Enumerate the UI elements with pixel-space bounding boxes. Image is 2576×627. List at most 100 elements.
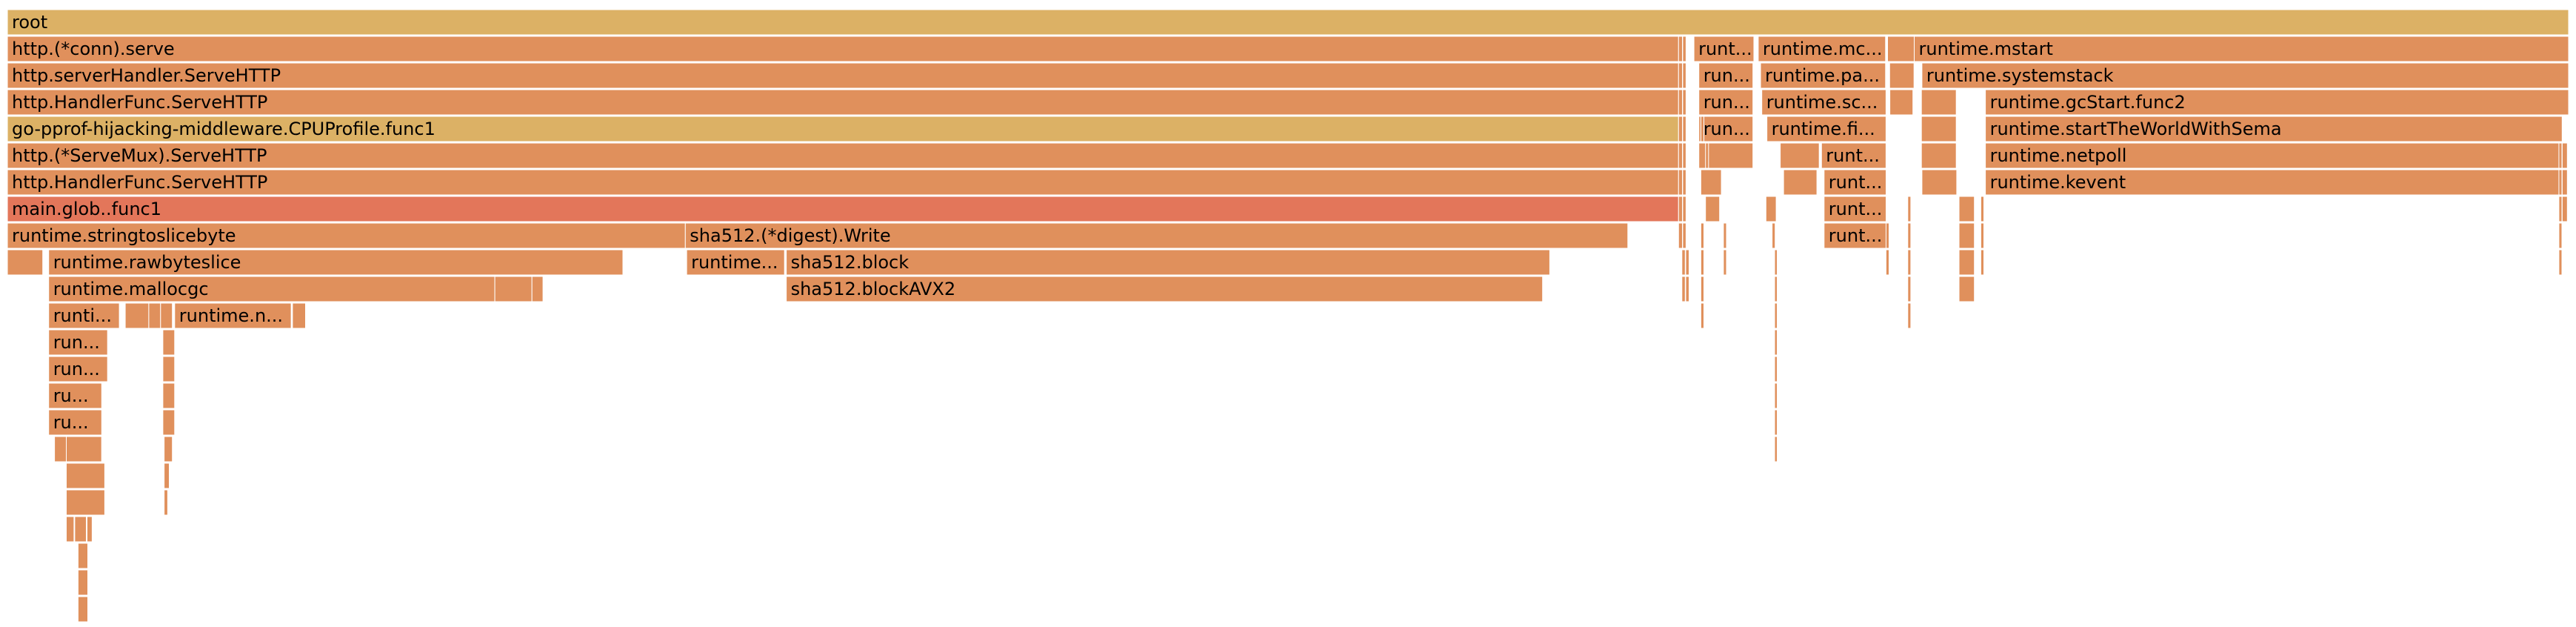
frame-rect[interactable] bbox=[48, 276, 495, 302]
frame-runtime-kevent[interactable]: runtime.kevent bbox=[1985, 169, 2560, 196]
frame-rect[interactable] bbox=[66, 489, 105, 516]
frame-rect[interactable] bbox=[684, 222, 1629, 249]
frame-runtime-gcbgmarkworker[interactable]: run... bbox=[1698, 62, 1754, 89]
frame-thin-m7[interactable] bbox=[1678, 222, 1684, 249]
frame-runtime-runqsteal[interactable] bbox=[1780, 142, 1820, 169]
frame-rect[interactable] bbox=[7, 142, 1679, 169]
frame-runtime-memclr-6[interactable] bbox=[164, 462, 170, 489]
frame-thin-m6[interactable] bbox=[1678, 196, 1684, 222]
frame-thin-j1[interactable] bbox=[2561, 142, 2568, 169]
frame-thin-f3[interactable] bbox=[1907, 249, 1912, 276]
frame-rect[interactable] bbox=[1772, 222, 1776, 249]
frame-thin-d2[interactable] bbox=[1774, 249, 1778, 276]
frame-runtime-mcall[interactable]: runtime.mc... bbox=[1758, 36, 1886, 62]
frame-rect[interactable] bbox=[66, 436, 102, 462]
frame-rect[interactable] bbox=[1889, 89, 1914, 116]
frame-rect[interactable] bbox=[786, 276, 1544, 302]
frame-thin-n6[interactable] bbox=[1682, 196, 1686, 222]
frame-thin-d9[interactable] bbox=[1774, 436, 1778, 462]
frame-http-handlerfunc-servehttp-2[interactable]: http.HandlerFunc.ServeHTTP bbox=[7, 169, 1679, 196]
frame-rect[interactable] bbox=[1700, 222, 1704, 249]
frame-thin-m2[interactable] bbox=[1678, 89, 1684, 116]
frame-rect[interactable] bbox=[66, 516, 75, 543]
frame-rect[interactable] bbox=[7, 116, 1679, 142]
frame-runtime-kernel-2[interactable] bbox=[77, 569, 89, 596]
frame-thin-d3[interactable] bbox=[1774, 276, 1778, 302]
frame-rect[interactable] bbox=[2558, 249, 2563, 276]
frame-sha512-digest-write[interactable]: sha512.(*digest).Write bbox=[684, 222, 1629, 249]
frame-rect[interactable] bbox=[1958, 276, 1975, 302]
frame-rect[interactable] bbox=[7, 249, 44, 276]
frame-runtime-scanobject[interactable] bbox=[1700, 169, 1722, 196]
frame-http-conn-serve[interactable]: http.(*conn).serve bbox=[7, 36, 1679, 62]
frame-rect[interactable] bbox=[164, 436, 173, 462]
frame-thin-d4[interactable] bbox=[1774, 302, 1778, 329]
frame-rect[interactable] bbox=[7, 89, 1679, 116]
frame-rect[interactable] bbox=[1678, 169, 1684, 196]
frame-thin-k4[interactable] bbox=[1958, 222, 1975, 249]
frame-rect[interactable] bbox=[1958, 196, 1975, 222]
frame-runtime-mallocgc-small[interactable] bbox=[124, 302, 150, 329]
frame-runtime-mstart[interactable]: runtime.mstart bbox=[1914, 36, 2569, 62]
frame-rect[interactable] bbox=[1685, 249, 1689, 276]
frame-thin-b3[interactable] bbox=[1700, 276, 1704, 302]
frame-runtime-allocspan[interactable] bbox=[54, 436, 67, 462]
frame-rect[interactable] bbox=[1682, 62, 1686, 89]
frame-rect[interactable] bbox=[1681, 249, 1686, 276]
frame-runtime-memclr-3[interactable] bbox=[162, 382, 176, 409]
frame-rect[interactable] bbox=[2558, 222, 2563, 249]
frame-thin-i3[interactable] bbox=[2558, 196, 2563, 222]
frame-rect[interactable] bbox=[1678, 89, 1684, 116]
frame-http-servemux-servehttp[interactable]: http.(*ServeMux).ServeHTTP bbox=[7, 142, 1679, 169]
frame-runtime-netpoll-outer[interactable]: runt... bbox=[1821, 142, 1886, 169]
frame-rect[interactable] bbox=[1980, 222, 1984, 249]
frame-http-serverhandler-servehttp[interactable]: http.serverHandler.ServeHTTP bbox=[7, 62, 1679, 89]
frame-runtime-mallocgc[interactable]: runtime.mallocgc bbox=[48, 276, 495, 302]
frame-thin-g4[interactable] bbox=[1958, 276, 1975, 302]
frame-thin-f4[interactable] bbox=[1907, 276, 1912, 302]
frame-runtime-stringtoslicebyte[interactable]: runtime.stringtoslicebyte bbox=[7, 222, 686, 249]
frame-runtime-mallocgc-large[interactable]: runti... bbox=[48, 302, 120, 329]
frame-runtime-markroot[interactable] bbox=[1705, 196, 1721, 222]
frame-runtime-systemstack-2[interactable]: run... bbox=[1698, 89, 1754, 116]
frame-rect[interactable] bbox=[1985, 142, 2560, 169]
frame-rect[interactable] bbox=[77, 569, 89, 596]
frame-rect[interactable] bbox=[7, 62, 1679, 89]
frame-rect[interactable] bbox=[2561, 169, 2568, 196]
frame-rect[interactable] bbox=[1682, 169, 1686, 196]
frame-thin-c1[interactable] bbox=[1723, 222, 1727, 249]
frame-rect[interactable] bbox=[1914, 36, 2569, 62]
frame-rect[interactable] bbox=[162, 409, 176, 436]
frame-rect[interactable] bbox=[1678, 36, 1684, 62]
frame-rect[interactable] bbox=[1682, 89, 1686, 116]
frame-sha512-block[interactable]: sha512.block bbox=[786, 249, 1550, 276]
frame-runtime-mallocgc-x[interactable] bbox=[160, 302, 173, 329]
frame-rect[interactable] bbox=[1885, 222, 1889, 249]
frame-rect[interactable] bbox=[292, 302, 306, 329]
frame-thin-k3[interactable] bbox=[1921, 142, 1957, 169]
frame-runtime-mallocgc-tiny[interactable] bbox=[148, 302, 161, 329]
frame-http-handlerfunc-servehttp[interactable]: http.HandlerFunc.ServeHTTP bbox=[7, 89, 1679, 116]
frame-rect[interactable] bbox=[7, 169, 1679, 196]
frame-thin-h1[interactable] bbox=[1980, 196, 1984, 222]
frame-rect[interactable] bbox=[1698, 89, 1754, 116]
frame-rect[interactable] bbox=[1685, 276, 1689, 302]
frame-runtime-syscall-c[interactable] bbox=[87, 516, 93, 543]
frame-rect[interactable] bbox=[1780, 142, 1820, 169]
frame-thin-d5[interactable] bbox=[1774, 329, 1778, 356]
frame-runtime-systemstack[interactable]: runtime.systemstack bbox=[1921, 62, 2569, 89]
frame-rect[interactable] bbox=[686, 249, 785, 276]
frame-runtime-kernel-3[interactable] bbox=[77, 596, 89, 623]
frame-rect[interactable] bbox=[1723, 249, 1727, 276]
frame-rect[interactable] bbox=[1698, 116, 1754, 142]
frame-rect[interactable] bbox=[77, 596, 89, 623]
frame-thin-a1[interactable] bbox=[1681, 249, 1686, 276]
frame-thin-f1[interactable] bbox=[1907, 196, 1912, 222]
frame-thin-i4[interactable] bbox=[2558, 222, 2563, 249]
frame-runtime-memmove[interactable] bbox=[7, 249, 44, 276]
frame-rect[interactable] bbox=[2561, 142, 2568, 169]
frame-thin-a2[interactable] bbox=[1681, 276, 1686, 302]
frame-thin-b4[interactable] bbox=[1700, 302, 1704, 329]
frame-thin-g3[interactable] bbox=[1958, 249, 1975, 276]
frame-rect[interactable] bbox=[1774, 409, 1778, 436]
